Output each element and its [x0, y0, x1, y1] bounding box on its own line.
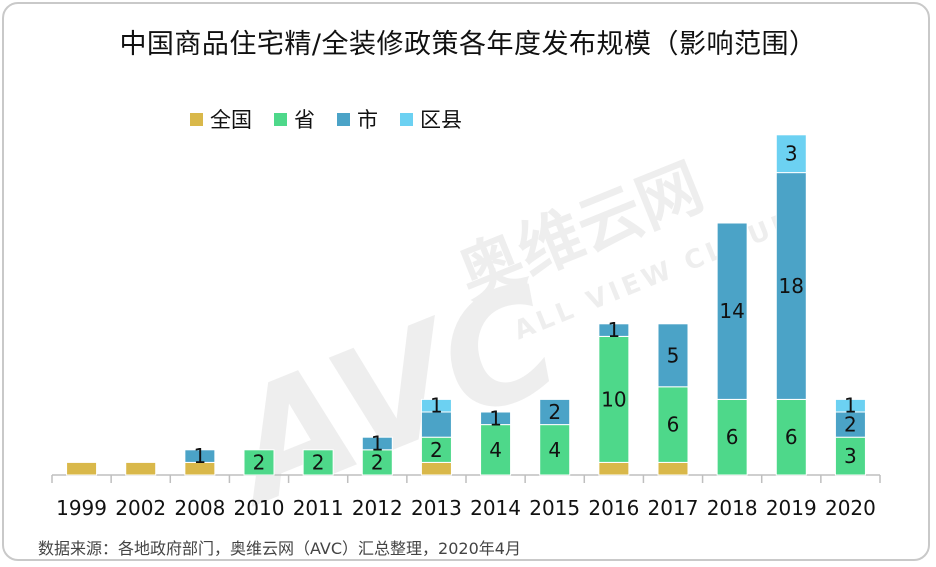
bar-segment-1999-全国 — [66, 461, 98, 476]
bar-segment-2016-省 — [598, 335, 630, 463]
data-label-2014-市: 1 — [489, 406, 502, 430]
data-label-2016-省: 10 — [601, 387, 626, 411]
legend-label-county: 区县 — [420, 108, 462, 132]
x-tick-label-2002: 2002 — [115, 496, 166, 520]
bar-segment-2008-市 — [184, 449, 216, 463]
legend-label-national: 全国 — [210, 108, 252, 132]
data-label-2011-省: 2 — [312, 450, 325, 474]
bar-segment-2013-市 — [420, 411, 452, 438]
x-tick-label-2014: 2014 — [470, 496, 521, 520]
data-label-2015-市: 2 — [548, 400, 561, 424]
data-label-2008-市: 1 — [193, 444, 206, 468]
data-label-2013-省: 2 — [430, 438, 443, 462]
bar-segment-2012-省 — [361, 449, 393, 476]
x-tick-label-2013: 2013 — [411, 496, 462, 520]
legend-label-province: 省 — [294, 108, 315, 132]
bar-segment-2020-市 — [834, 411, 866, 438]
x-tick-label-1999: 1999 — [56, 496, 107, 520]
data-label-2015-省: 4 — [548, 438, 561, 462]
legend: 全国 省 市 区县 — [190, 104, 484, 134]
x-tick-label-2017: 2017 — [648, 496, 699, 520]
bar-segment-2013-区县 — [420, 398, 452, 413]
bar-segment-2016-全国 — [598, 461, 630, 476]
data-label-2019-市: 18 — [779, 274, 804, 298]
data-label-2017-省: 6 — [667, 413, 680, 437]
data-label-2013-区县: 1 — [430, 394, 443, 418]
chart-frame — [2, 2, 930, 561]
legend-label-city: 市 — [357, 108, 378, 132]
bar-segment-2019-区县 — [775, 134, 807, 174]
x-tick-label-2020: 2020 — [825, 496, 876, 520]
legend-swatch-county — [400, 112, 413, 126]
bar-segment-2010-省 — [243, 449, 275, 476]
bar-segment-2019-省 — [775, 398, 807, 476]
legend-item-city: 市 — [337, 104, 378, 134]
data-label-2020-省: 3 — [844, 444, 857, 468]
data-label-2012-省: 2 — [371, 450, 384, 474]
bar-segment-2020-省 — [834, 436, 866, 476]
bar-segment-2014-市 — [480, 411, 512, 426]
data-label-2018-省: 6 — [726, 425, 739, 449]
data-label-2019-省: 6 — [785, 425, 798, 449]
bar-segment-2017-全国 — [657, 461, 689, 476]
legend-item-county: 区县 — [400, 104, 462, 134]
data-label-2017-市: 5 — [667, 343, 680, 367]
x-tick-label-2008: 2008 — [174, 496, 225, 520]
source-note: 数据来源：各地政府部门，奥维云网（AVC）汇总整理，2020年4月 — [38, 539, 521, 558]
bar-segment-2018-市 — [716, 222, 748, 400]
legend-swatch-national — [190, 112, 203, 126]
legend-item-national: 全国 — [190, 104, 252, 134]
data-label-2010-省: 2 — [253, 450, 266, 474]
data-label-2020-市: 2 — [844, 413, 857, 437]
bar-segment-2002-全国 — [125, 461, 157, 476]
data-label-2014-省: 4 — [489, 438, 502, 462]
bar-segment-2015-市 — [539, 398, 571, 426]
x-tick-label-2016: 2016 — [588, 496, 639, 520]
data-label-2018-市: 14 — [719, 299, 744, 323]
data-label-2020-区县: 1 — [844, 394, 857, 418]
chart-title: 中国商品住宅精/全装修政策各年度发布规模（影响范围） — [119, 29, 817, 60]
bar-segment-2017-市 — [657, 323, 689, 388]
bar-segment-2013-省 — [420, 436, 452, 463]
bar-segment-2011-省 — [302, 449, 334, 476]
x-tick-label-2010: 2010 — [234, 496, 285, 520]
x-tick-label-2015: 2015 — [529, 496, 580, 520]
x-tick-label-2011: 2011 — [293, 496, 344, 520]
legend-item-province: 省 — [274, 104, 315, 134]
legend-swatch-province — [274, 112, 287, 126]
bar-segment-2013-全国 — [420, 461, 452, 476]
bar-segment-2020-区县 — [834, 398, 866, 413]
data-label-2012-市: 1 — [371, 432, 384, 456]
bar-segment-2012-市 — [361, 436, 393, 451]
bar-segment-2016-市 — [598, 323, 630, 337]
x-tick-label-2019: 2019 — [766, 496, 817, 520]
data-label-2019-区县: 3 — [785, 142, 798, 166]
x-tick-label-2018: 2018 — [707, 496, 758, 520]
data-label-2016-市: 1 — [607, 318, 620, 342]
legend-swatch-city — [337, 112, 350, 126]
x-tick-label-2012: 2012 — [352, 496, 403, 520]
